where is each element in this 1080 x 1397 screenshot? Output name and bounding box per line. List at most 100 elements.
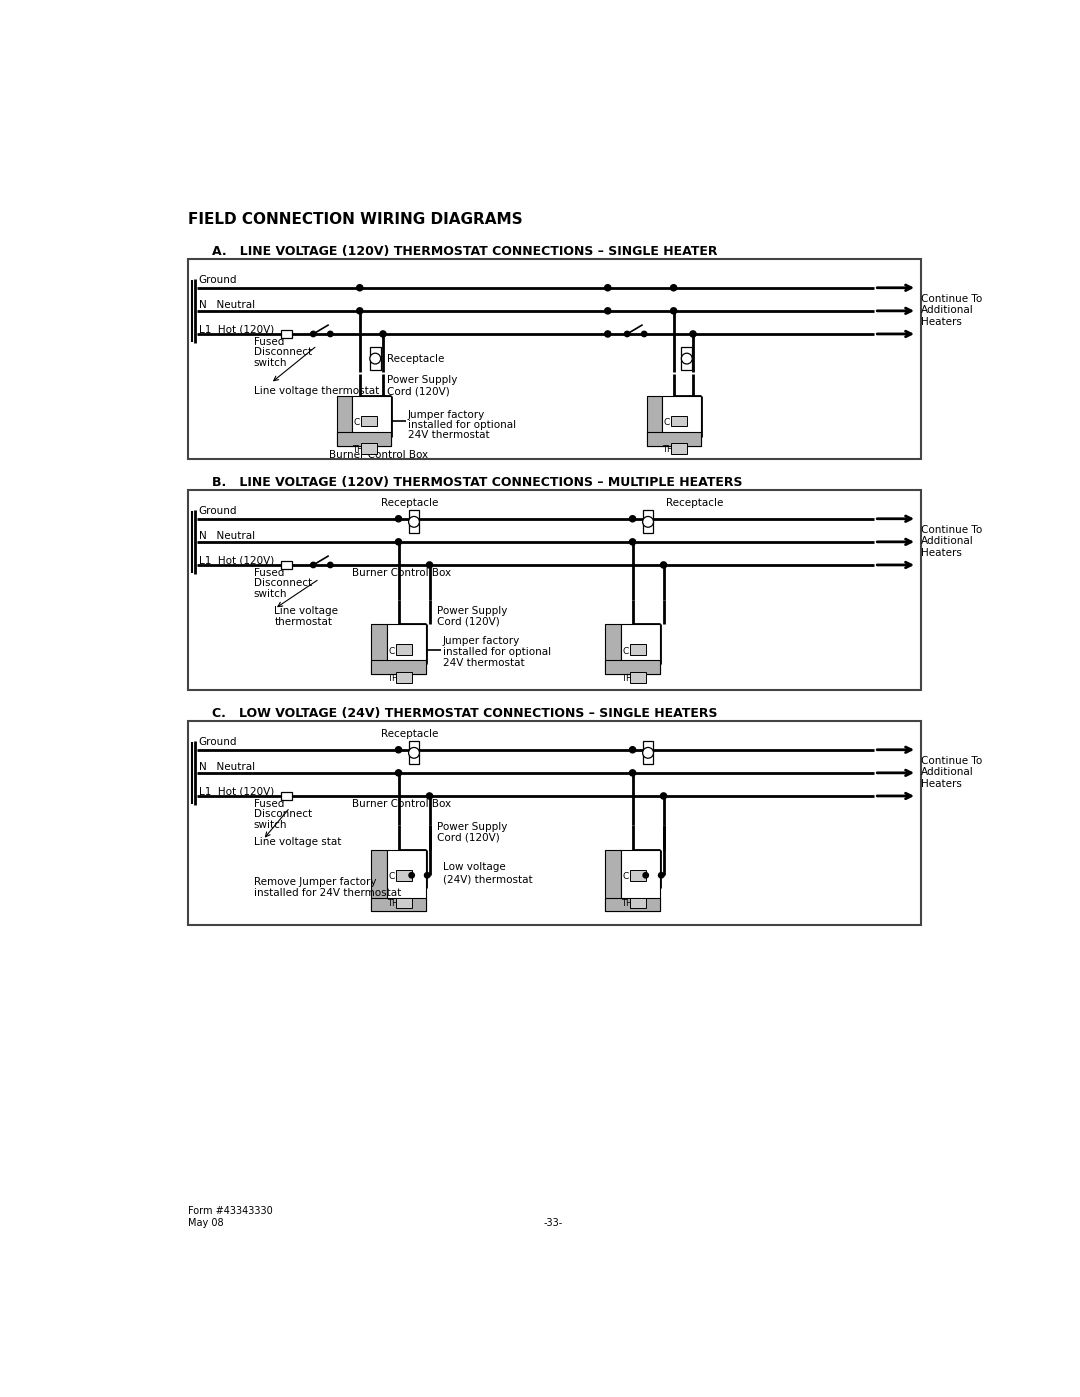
Bar bbox=[631, 672, 646, 683]
Circle shape bbox=[671, 307, 677, 314]
Circle shape bbox=[671, 285, 677, 291]
Text: Heaters: Heaters bbox=[921, 317, 961, 327]
Circle shape bbox=[642, 331, 647, 337]
Text: Continue To: Continue To bbox=[921, 293, 982, 303]
Bar bbox=[281, 562, 292, 569]
Text: installed for optional: installed for optional bbox=[443, 647, 551, 657]
Text: L1  Hot (120V): L1 Hot (120V) bbox=[199, 787, 274, 796]
Bar bbox=[408, 510, 419, 534]
Bar bbox=[372, 898, 426, 911]
Text: A.   LINE VOLTAGE (120V) THERMOSTAT CONNECTIONS – SINGLE HEATER: A. LINE VOLTAGE (120V) THERMOSTAT CONNEC… bbox=[213, 244, 718, 257]
Text: Heaters: Heaters bbox=[921, 778, 961, 789]
Circle shape bbox=[408, 517, 419, 527]
Bar bbox=[362, 443, 377, 454]
Text: Ground: Ground bbox=[199, 738, 237, 747]
Text: Form #43343330: Form #43343330 bbox=[188, 1206, 272, 1215]
Text: Fused: Fused bbox=[254, 567, 284, 578]
Bar bbox=[372, 624, 387, 675]
Text: Burner Control Box: Burner Control Box bbox=[328, 450, 428, 460]
Bar bbox=[672, 415, 687, 426]
Text: Receptacle: Receptacle bbox=[666, 499, 724, 509]
Bar bbox=[643, 510, 653, 534]
Text: Receptacle: Receptacle bbox=[381, 499, 438, 509]
Circle shape bbox=[427, 793, 433, 799]
Circle shape bbox=[395, 515, 402, 522]
Text: TH: TH bbox=[387, 900, 399, 908]
Bar bbox=[408, 742, 419, 764]
Text: TH: TH bbox=[621, 673, 632, 683]
Bar bbox=[631, 870, 646, 880]
Bar bbox=[396, 898, 411, 908]
Text: switch: switch bbox=[254, 358, 287, 369]
Text: Additional: Additional bbox=[921, 767, 973, 777]
Circle shape bbox=[395, 770, 402, 775]
Circle shape bbox=[690, 331, 697, 337]
Text: 24V thermostat: 24V thermostat bbox=[408, 430, 489, 440]
Bar bbox=[352, 395, 391, 446]
Text: Jumper factory: Jumper factory bbox=[443, 636, 519, 647]
Text: installed for optional: installed for optional bbox=[408, 420, 516, 430]
Circle shape bbox=[327, 331, 333, 337]
Text: C: C bbox=[663, 418, 670, 427]
Text: Cord (120V): Cord (120V) bbox=[387, 387, 449, 397]
Circle shape bbox=[395, 746, 402, 753]
Circle shape bbox=[661, 793, 666, 799]
Text: Continue To: Continue To bbox=[921, 756, 982, 766]
Text: Line voltage: Line voltage bbox=[274, 606, 338, 616]
Text: C: C bbox=[389, 647, 394, 655]
Bar bbox=[387, 624, 426, 675]
Circle shape bbox=[643, 517, 653, 527]
Bar bbox=[337, 432, 391, 446]
Text: Receptacle: Receptacle bbox=[381, 729, 438, 739]
Text: C.   LOW VOLTAGE (24V) THERMOSTAT CONNECTIONS – SINGLE HEATERS: C. LOW VOLTAGE (24V) THERMOSTAT CONNECTI… bbox=[213, 707, 718, 719]
Text: Disconnect: Disconnect bbox=[254, 578, 312, 588]
Circle shape bbox=[369, 353, 380, 365]
Bar bbox=[362, 415, 377, 426]
Bar bbox=[396, 870, 411, 880]
Text: Additional: Additional bbox=[921, 536, 973, 546]
Text: Additional: Additional bbox=[921, 305, 973, 316]
Text: thermostat: thermostat bbox=[274, 617, 333, 627]
Circle shape bbox=[356, 307, 363, 314]
Bar bbox=[188, 721, 921, 925]
Bar bbox=[631, 644, 646, 655]
Text: Cord (120V): Cord (120V) bbox=[437, 833, 500, 842]
Circle shape bbox=[643, 747, 653, 759]
Circle shape bbox=[681, 353, 692, 365]
Text: (24V) thermostat: (24V) thermostat bbox=[443, 875, 532, 884]
Text: Jumper factory: Jumper factory bbox=[408, 409, 485, 420]
Text: FIELD CONNECTION WIRING DIAGRAMS: FIELD CONNECTION WIRING DIAGRAMS bbox=[188, 212, 523, 228]
Text: Power Supply: Power Supply bbox=[437, 606, 508, 616]
Text: Burner Control Box: Burner Control Box bbox=[352, 567, 451, 578]
Bar bbox=[606, 624, 621, 675]
Circle shape bbox=[624, 331, 630, 337]
Text: Fused: Fused bbox=[254, 799, 284, 809]
Bar bbox=[672, 443, 687, 454]
Circle shape bbox=[630, 539, 636, 545]
Text: Line voltage stat: Line voltage stat bbox=[254, 837, 341, 847]
Text: Remove Jumper factory: Remove Jumper factory bbox=[254, 877, 376, 887]
Text: C: C bbox=[622, 647, 629, 655]
Circle shape bbox=[356, 285, 363, 291]
Text: L1  Hot (120V): L1 Hot (120V) bbox=[199, 324, 274, 334]
Text: switch: switch bbox=[254, 590, 287, 599]
Bar bbox=[281, 792, 292, 800]
Text: Cord (120V): Cord (120V) bbox=[437, 617, 500, 627]
Circle shape bbox=[409, 873, 415, 877]
Bar bbox=[681, 346, 692, 370]
Text: Ground: Ground bbox=[199, 506, 237, 515]
Bar bbox=[372, 849, 387, 911]
Bar bbox=[281, 330, 292, 338]
Circle shape bbox=[605, 307, 611, 314]
Circle shape bbox=[605, 285, 611, 291]
Circle shape bbox=[630, 515, 636, 522]
Text: Line voltage thermostat: Line voltage thermostat bbox=[254, 386, 379, 395]
Text: installed for 24V thermostat: installed for 24V thermostat bbox=[254, 888, 401, 898]
Text: Power Supply: Power Supply bbox=[387, 376, 457, 386]
Text: Heaters: Heaters bbox=[921, 548, 961, 557]
Circle shape bbox=[395, 539, 402, 545]
Circle shape bbox=[311, 562, 316, 567]
Circle shape bbox=[630, 746, 636, 753]
Text: 24V thermostat: 24V thermostat bbox=[443, 658, 524, 668]
Bar bbox=[396, 644, 411, 655]
